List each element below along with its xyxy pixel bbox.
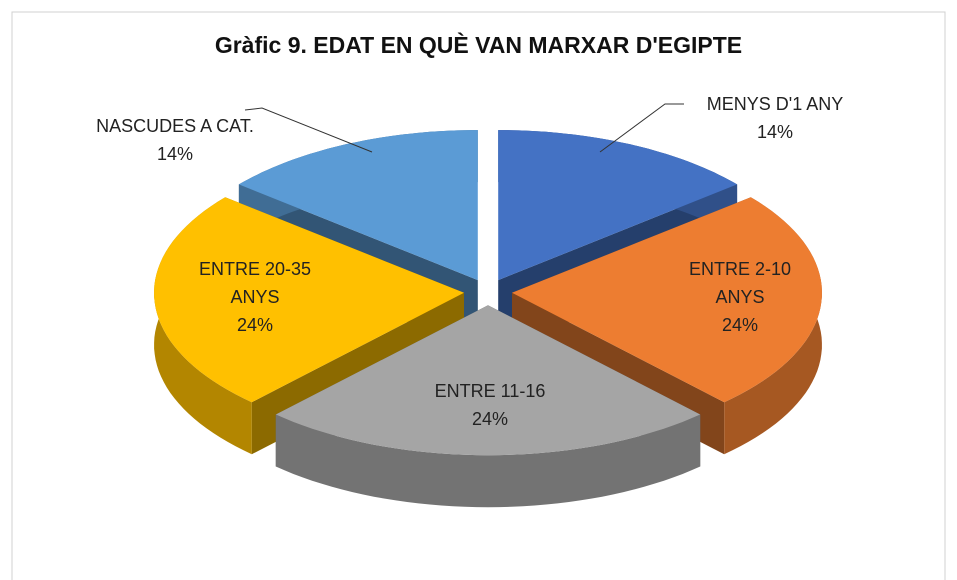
value-label: 24%: [236, 315, 274, 335]
slice-top: [238, 130, 478, 281]
category-label: NASCUDES A CAT.: [96, 116, 254, 136]
value-label: 24%: [471, 409, 509, 429]
data-label: ENTRE 20-35 ANYS 24%: [180, 255, 330, 339]
slice-wall: [275, 414, 701, 508]
slice-top: [154, 197, 464, 403]
chart-title: Gràfic 9. EDAT EN QUÈ VAN MARXAR D'EGIPT…: [214, 32, 743, 58]
category-label: MENYS D'1 ANY: [706, 94, 844, 114]
data-label: MENYS D'1 ANY 14%: [680, 90, 870, 146]
category-label: ENTRE 11-16: [434, 381, 546, 401]
leader-line: [244, 107, 373, 153]
data-label: ENTRE 11-16 24%: [400, 377, 580, 433]
slice-top: [275, 305, 701, 456]
slice-top: [512, 197, 822, 403]
data-label: NASCUDES A CAT. 14%: [95, 112, 255, 168]
category-label: ENTRE 2-10 ANYS: [688, 259, 792, 307]
value-label: 14%: [156, 144, 194, 164]
slice-top: [498, 130, 738, 281]
value-label: 24%: [721, 315, 759, 335]
value-label: 14%: [756, 122, 794, 142]
data-label: ENTRE 2-10 ANYS 24%: [665, 255, 815, 339]
category-label: ENTRE 20-35 ANYS: [198, 259, 312, 307]
leader-line: [599, 103, 684, 153]
